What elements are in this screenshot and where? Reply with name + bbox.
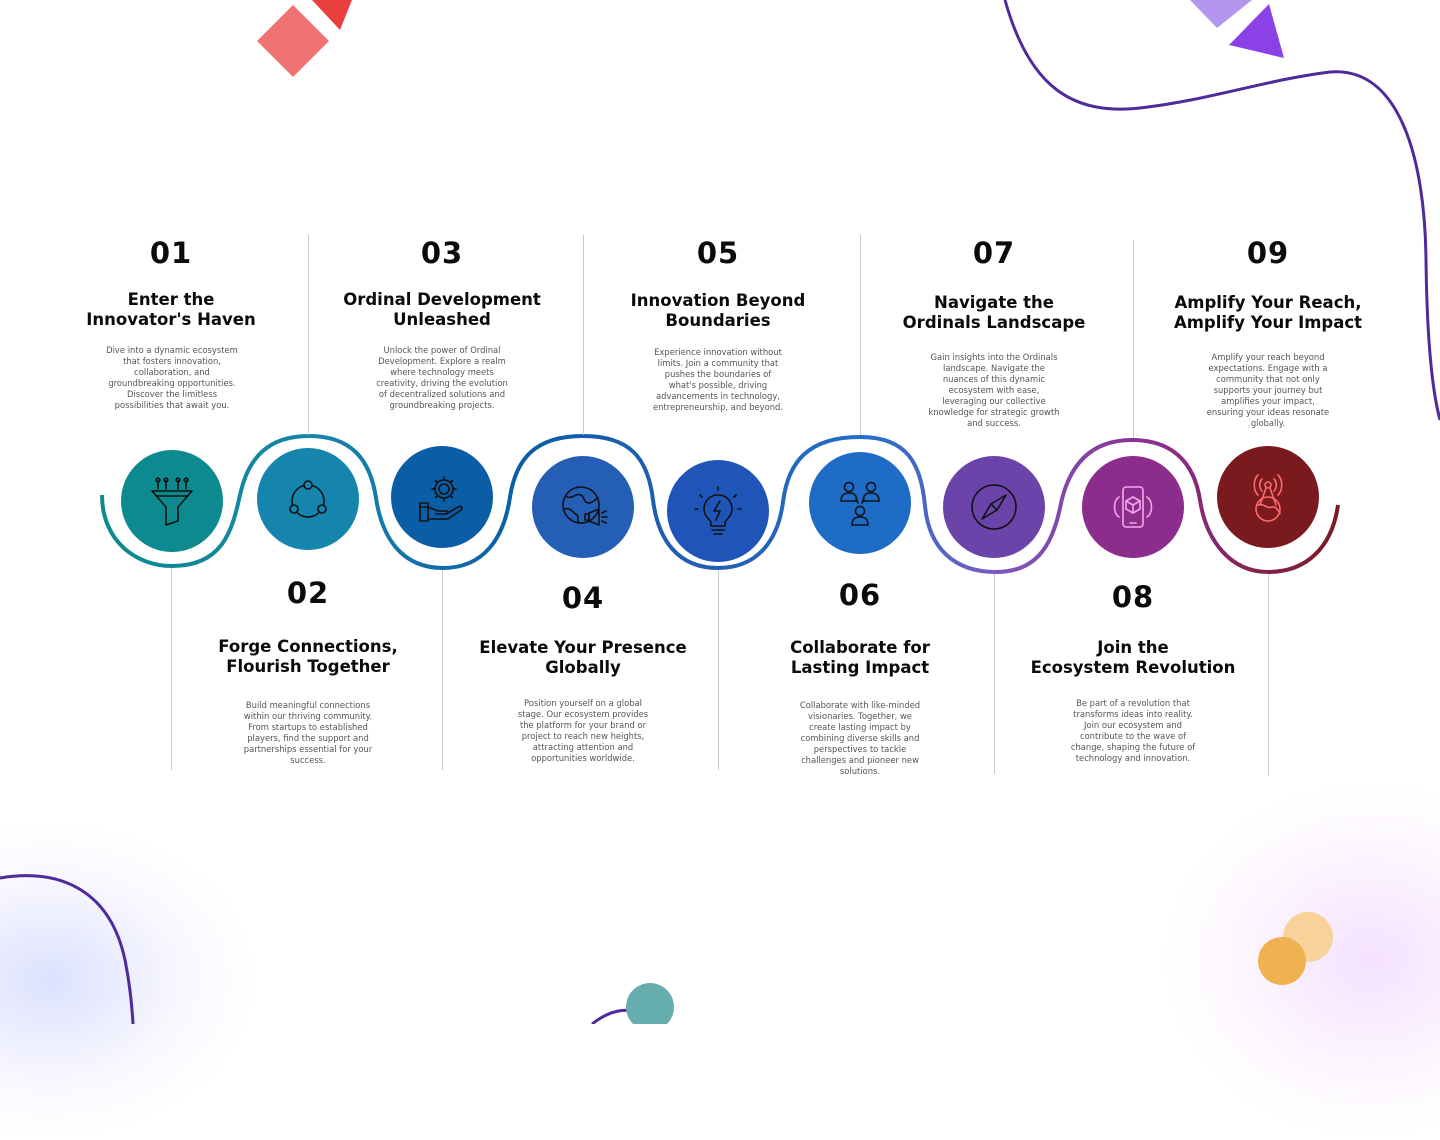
bottom-left-wave-line	[0, 874, 135, 1024]
step-number: 02	[286, 576, 330, 610]
decorative-shapes	[0, 0, 1440, 1024]
step-description: Be part of a revolution that transforms …	[1070, 698, 1196, 763]
step-title-line: Ordinals Landscape	[902, 313, 1086, 332]
step-circle	[532, 456, 634, 558]
step-circle	[943, 456, 1045, 558]
purple-triangle-shape	[1229, 4, 1284, 58]
connector-line-04	[583, 235, 584, 435]
funnel-icon	[151, 477, 193, 526]
step-title: Ordinal Development Unleashed	[307, 290, 577, 330]
step-number: 04	[561, 581, 605, 615]
step-title-line: Innovation Beyond	[630, 291, 806, 310]
step-title-line: Unleashed	[393, 310, 491, 329]
step-description: Amplify your reach beyond expectations. …	[1206, 352, 1330, 428]
step-title-line: Ordinal Development	[343, 290, 541, 309]
step-number: 08	[1111, 580, 1155, 614]
compass-icon	[971, 484, 1017, 530]
network-icon	[289, 480, 327, 518]
step-circle	[257, 448, 359, 550]
step-circle	[1082, 456, 1184, 558]
step-title-line: Flourish Together	[226, 657, 390, 676]
red-triangle-shape	[312, 0, 352, 30]
connector-line-07	[994, 574, 995, 774]
step-title-line: Elevate Your Presence	[479, 638, 687, 657]
step-title: Enter the Innovator's Haven	[36, 290, 306, 330]
step-description: Dive into a dynamic ecosystem that foste…	[106, 345, 238, 410]
step-title: Forge Connections, Flourish Together	[173, 637, 443, 677]
globe-megaphone-icon	[562, 486, 608, 526]
step-title: Navigate the Ordinals Landscape	[859, 293, 1129, 333]
step-circle	[809, 452, 911, 554]
step-number: 01	[149, 236, 193, 270]
top-right-wave-line	[1003, 0, 1440, 421]
step-title-line: Enter the	[127, 290, 215, 309]
step-description: Build meaningful connections within our …	[243, 700, 373, 765]
step-number: 09	[1246, 236, 1290, 270]
step-circle	[121, 450, 223, 552]
step-description: Unlock the power of Ordinal Development.…	[376, 345, 508, 410]
step-title-line: Ecosystem Revolution	[1030, 658, 1236, 677]
connector-line-08	[1133, 240, 1134, 438]
step-description: Gain insights into the Ordinals landscap…	[928, 352, 1060, 428]
step-number: 03	[420, 236, 464, 270]
step-title-line: Navigate the	[934, 293, 1054, 312]
step-number: 05	[696, 236, 740, 270]
step-title-line: Collaborate for	[790, 638, 930, 657]
step-circle	[391, 446, 493, 548]
step-title-line: Amplify Your Impact	[1173, 313, 1363, 332]
connector-line-03	[442, 570, 443, 770]
team-icon	[840, 481, 880, 526]
step-title-line: Lasting Impact	[790, 658, 930, 677]
step-title: Innovation Beyond Boundaries	[583, 291, 853, 331]
step-title-line: Amplify Your Reach,	[1174, 293, 1362, 312]
step-number: 06	[838, 578, 882, 612]
gear-hand-icon	[419, 476, 463, 522]
red-diamond-shape	[257, 5, 329, 77]
connector-line-02	[308, 235, 309, 435]
step-title-line: Boundaries	[665, 311, 771, 330]
connector-line-01	[171, 568, 172, 770]
timeline-wave	[100, 433, 1340, 575]
step-title-line: Innovator's Haven	[86, 310, 256, 329]
connector-line-05	[718, 570, 719, 770]
step-title: Join the Ecosystem Revolution	[998, 638, 1268, 678]
connector-line-09	[1268, 574, 1269, 776]
step-title: Amplify Your Reach, Amplify Your Impact	[1133, 293, 1403, 333]
wave-path	[100, 433, 1340, 575]
step-title: Collaborate for Lasting Impact	[725, 638, 995, 678]
step-title: Elevate Your Presence Globally	[448, 638, 718, 678]
step-title-line: Join the	[1097, 638, 1169, 657]
lavender-triangle-shape	[1190, 0, 1252, 28]
step-title-line: Globally	[545, 658, 621, 677]
orange-circle-shape	[1258, 937, 1306, 985]
step-circle	[667, 460, 769, 562]
step-description: Position yourself on a global stage. Our…	[517, 698, 649, 763]
step-title-line: Forge Connections,	[218, 637, 398, 656]
connector-line-06	[860, 235, 861, 435]
step-description: Collaborate with like-minded visionaries…	[799, 700, 921, 776]
step-number: 07	[972, 236, 1016, 270]
step-description: Experience innovation without limits. Jo…	[653, 347, 783, 412]
broadcast-icon	[1253, 474, 1283, 522]
phone-cube-icon	[1113, 486, 1153, 528]
step-circle	[1217, 446, 1319, 548]
lightbulb-icon	[694, 486, 742, 535]
teal-circle-shape	[626, 983, 674, 1024]
